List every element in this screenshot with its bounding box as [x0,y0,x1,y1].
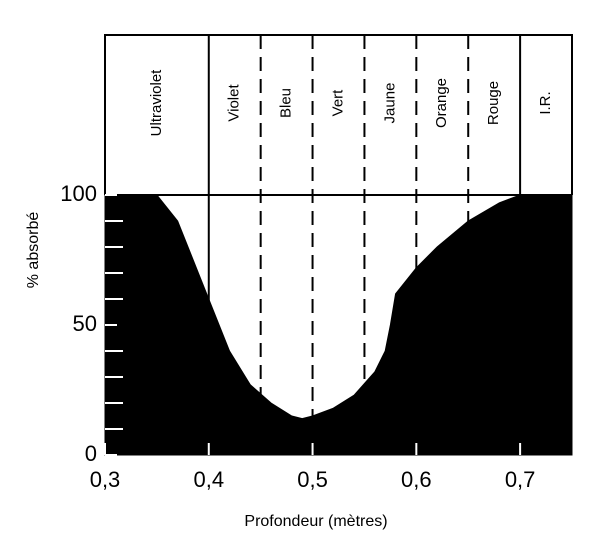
band-label: Jaune [381,83,398,124]
band-label: Bleu [278,88,295,118]
band-label: Rouge [485,81,502,125]
absorption-area [104,194,573,456]
band-label: Vert [329,89,346,117]
x-tick-label: 0,6 [401,467,432,492]
x-axis-label: Profondeur (mètres) [244,513,387,530]
x-tick-label: 0,4 [193,467,224,492]
x-tick-label: 0,3 [90,467,121,492]
band-frame [104,34,573,195]
y-tick-label: 0 [85,441,97,466]
x-tick-label: 0,7 [505,467,536,492]
y-axis-label: % absorbé [25,212,42,289]
x-tick-label: 0,5 [297,467,328,492]
band-label: Ultraviolet [148,69,165,137]
band-label: I.R. [537,91,554,114]
y-tick-label: 50 [73,311,97,336]
y-tick-label: 100 [60,181,97,206]
band-label: Violet [226,84,243,122]
band-label: Orange [433,78,450,128]
